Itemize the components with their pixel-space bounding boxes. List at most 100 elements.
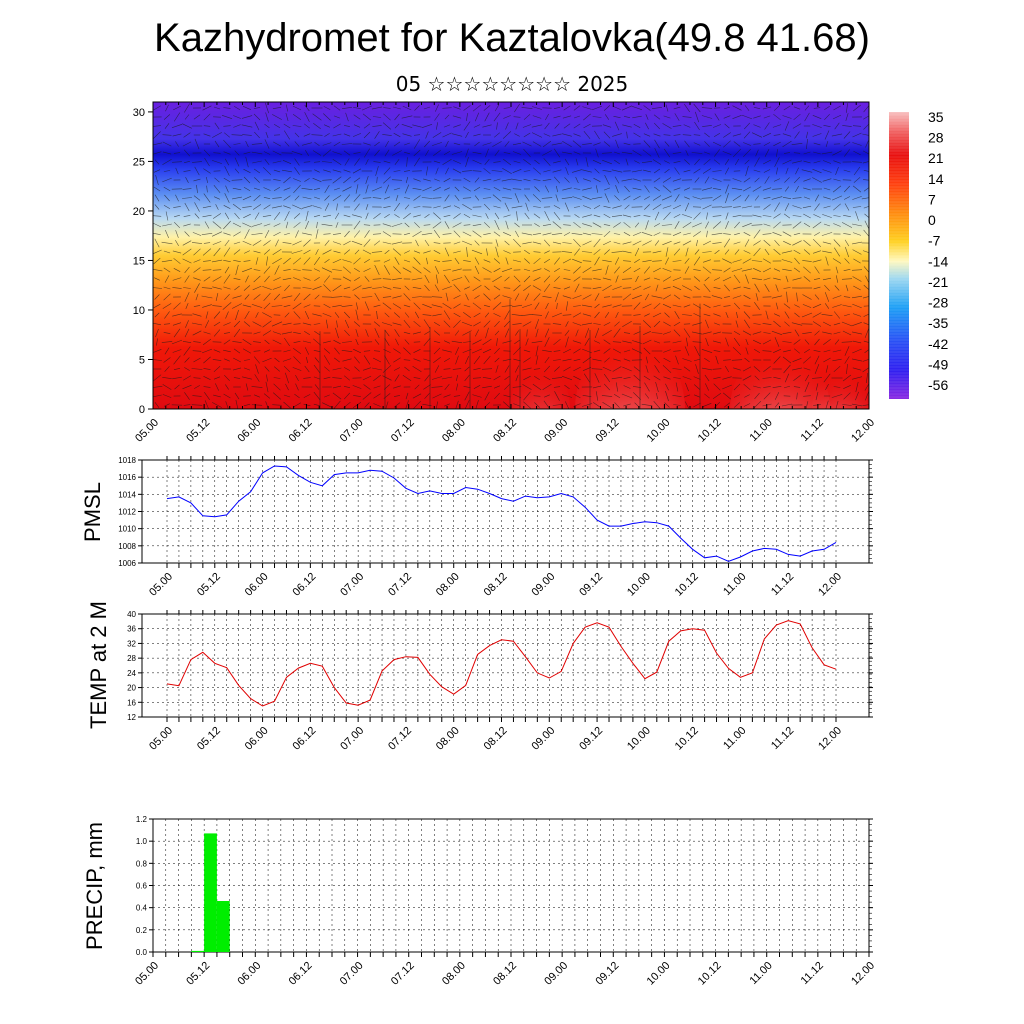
wind-vector	[184, 202, 190, 212]
wind-vector	[454, 195, 460, 201]
wind-vector	[213, 152, 221, 154]
wind-vector	[835, 400, 839, 409]
wind-vector	[392, 287, 402, 289]
wind-vector	[654, 139, 660, 149]
wind-vector	[604, 249, 610, 255]
wind-vector	[233, 278, 241, 280]
wind-vector	[365, 184, 369, 194]
wind-vector	[323, 169, 331, 173]
wind-vector	[402, 105, 412, 111]
wind-vector	[693, 276, 701, 282]
wind-vector	[373, 393, 381, 399]
wind-vector	[773, 320, 781, 328]
wind-vector	[863, 187, 869, 192]
wind-vector	[842, 330, 852, 336]
wind-vector	[183, 170, 191, 172]
wind-vector	[153, 125, 161, 127]
xtick-label: 09.00	[542, 960, 570, 988]
wind-vector	[762, 132, 772, 138]
wind-vector	[593, 238, 601, 248]
wind-vector	[153, 394, 162, 398]
wind-vector	[332, 304, 342, 308]
wind-vector	[424, 331, 430, 335]
wind-vector	[474, 295, 480, 299]
wind-vector	[433, 321, 441, 327]
wind-vector	[363, 131, 371, 139]
wind-vector	[311, 134, 323, 136]
wind-vector	[343, 296, 351, 298]
wind-vector	[545, 302, 549, 310]
wind-vector	[313, 268, 321, 272]
wind-vector	[332, 151, 342, 155]
wind-vector	[184, 103, 190, 113]
wind-vector	[803, 395, 811, 397]
wind-vector	[163, 186, 171, 192]
wind-vector	[182, 123, 192, 129]
wind-vector	[583, 373, 591, 383]
wind-vector	[553, 160, 561, 164]
wind-vector	[622, 214, 632, 218]
wind-vector	[595, 148, 599, 158]
wind-vector	[642, 240, 652, 246]
wind-vector	[523, 178, 531, 182]
colorbar-ramp	[889, 112, 909, 399]
colorbar-label: 21	[928, 150, 944, 166]
wind-vector	[304, 178, 310, 182]
wind-vector	[772, 386, 782, 388]
wind-vector	[542, 150, 552, 156]
wind-vector	[824, 284, 830, 292]
wind-vector	[623, 385, 631, 389]
wind-vector	[751, 132, 763, 138]
wind-vector	[776, 149, 778, 157]
wind-vector	[651, 332, 663, 334]
wind-vector	[263, 197, 271, 199]
wind-vector	[842, 404, 852, 406]
wind-vector	[701, 107, 713, 109]
wind-vector	[803, 151, 811, 155]
wind-vector	[292, 367, 302, 371]
wind-vector	[194, 385, 200, 389]
wind-vector	[305, 150, 309, 156]
wind-vector	[252, 321, 262, 327]
wind-vector	[582, 223, 592, 227]
wind-vector	[184, 275, 190, 283]
xtick-label: 11.12	[769, 725, 796, 752]
wind-vector	[442, 349, 452, 353]
wind-vector	[843, 296, 851, 298]
wind-vector	[215, 293, 219, 301]
wind-vector	[324, 258, 330, 264]
wind-vector	[462, 170, 472, 172]
wind-vector	[481, 368, 493, 370]
wind-vector	[693, 168, 701, 174]
wind-vector	[851, 403, 863, 407]
wind-vector	[393, 106, 401, 110]
wind-vector	[611, 376, 623, 380]
wind-vector	[265, 102, 269, 114]
wind-vector	[733, 274, 741, 284]
wind-vector	[223, 125, 231, 127]
wind-vector	[322, 249, 332, 255]
wind-vector	[504, 384, 510, 390]
wind-vector	[842, 125, 852, 127]
wind-vector	[724, 249, 730, 255]
wind-vector	[542, 296, 552, 298]
wind-vector	[494, 330, 500, 336]
wind-vector	[562, 115, 572, 119]
wind-vector	[701, 349, 713, 353]
wind-vector	[444, 384, 450, 390]
heatmap-xtick-label: 09.12	[593, 417, 621, 445]
wind-vector	[763, 169, 771, 173]
wind-vector	[212, 221, 222, 229]
wind-vector	[393, 132, 401, 138]
wind-vector	[263, 292, 271, 302]
wind-vector	[283, 349, 291, 353]
wind-vector	[483, 203, 491, 211]
wind-vector	[544, 328, 550, 338]
wind-vector	[622, 287, 632, 289]
wind-vector	[225, 384, 229, 390]
wind-vector	[731, 187, 743, 191]
wind-vector	[573, 305, 581, 307]
wind-vector	[266, 374, 268, 382]
wind-vector	[262, 330, 272, 336]
wind-vector	[564, 202, 570, 212]
